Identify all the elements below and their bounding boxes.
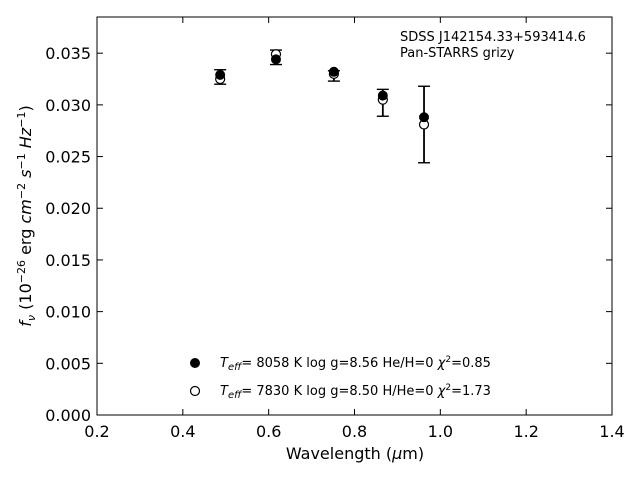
- error-bars: [214, 49, 431, 164]
- y-tick-label: 0.010: [45, 303, 91, 322]
- x-tick-label: 1.4: [599, 422, 624, 441]
- filled-point: [215, 69, 226, 80]
- x-tick-label: 0.6: [256, 422, 281, 441]
- object-name-annotation: SDSS J142154.33+593414.6: [400, 30, 586, 45]
- filled-point: [419, 112, 430, 123]
- legend-entry-1: Teff= 8058 K log g=8.56 He/H=0 χ2=0.85: [220, 355, 491, 373]
- y-axis-label: fν (10−26 erg cm−2 s−1 Hz−1): [15, 105, 38, 326]
- survey-annotation: Pan-STARRS grizy: [400, 46, 515, 61]
- y-tick-label: 0.030: [45, 96, 91, 115]
- y-tick-label: 0.020: [45, 199, 91, 218]
- y-tick-label: 0.025: [45, 148, 91, 167]
- legend-entry-2: Teff= 7830 K log g=8.50 H/He=0 χ2=1.73: [220, 383, 491, 401]
- filled-point: [377, 90, 388, 101]
- x-tick-label: 0.8: [342, 422, 367, 441]
- y-tick-label: 0.005: [45, 354, 91, 373]
- filled-point: [328, 66, 339, 77]
- x-tick-label: 1.2: [513, 422, 538, 441]
- legend: Teff= 8058 K log g=8.56 He/H=0 χ2=0.85 T…: [189, 355, 491, 401]
- x-tick-label: 1.0: [428, 422, 453, 441]
- axis-ticks: 0.2 0.4 0.6 0.8 1.0 1.2 1.4 0.000 0.005 0.010 0.01…: [45, 17, 625, 441]
- legend-marker-filled: [190, 358, 200, 368]
- data-points: [215, 49, 430, 130]
- x-tick-label: 0.4: [170, 422, 195, 441]
- y-tick-label: 0.000: [45, 406, 91, 425]
- legend-marker-open: [189, 385, 201, 397]
- filled-point: [270, 54, 281, 65]
- x-axis-label: Wavelength (μm): [286, 444, 424, 463]
- y-tick-label: 0.035: [45, 44, 91, 63]
- y-tick-label: 0.015: [45, 251, 91, 270]
- plot-frame: [96, 16, 613, 416]
- x-tick-label: 0.2: [84, 422, 109, 441]
